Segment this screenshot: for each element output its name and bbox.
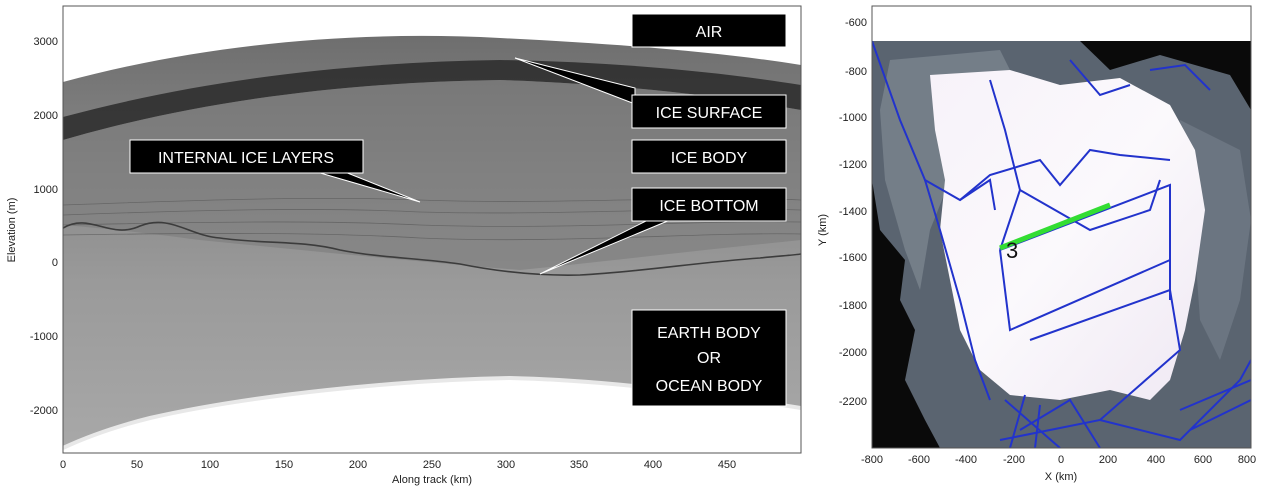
x-tick-label: 0 (60, 459, 66, 471)
map-x-tick-label: 400 (1147, 454, 1165, 466)
map-x-tick-label: -200 (1003, 454, 1025, 466)
x-tick-label: 250 (423, 459, 441, 471)
radargram-x-axis-label: Along track (km) (392, 474, 472, 486)
label-earth-ocean: EARTH BODY OR OCEAN BODY (631, 309, 787, 407)
map-y-ticks: -600 -800 -1000 -1200 -1400 -1600 -1800 … (839, 17, 867, 408)
map-x-tick-label: -600 (908, 454, 930, 466)
ice-bottom-line (63, 221, 801, 276)
highlighted-track-segment (999, 202, 1111, 251)
label-internal-layers-text: INTERNAL ICE LAYERS (158, 150, 334, 167)
map-x-tick-label: 200 (1099, 454, 1117, 466)
x-tick-label: 150 (275, 459, 293, 471)
map-y-tick-label: -1000 (839, 112, 867, 124)
label-air: AIR (631, 13, 787, 48)
map-y-tick-label: -600 (845, 17, 867, 29)
ice-surface-band (63, 60, 801, 140)
label-ice-body-text: ICE BODY (671, 150, 748, 167)
label-earth-line1: EARTH BODY (657, 325, 761, 342)
label-ice-bottom: ICE BOTTOM (631, 187, 787, 222)
label-internal-layers: INTERNAL ICE LAYERS (129, 139, 364, 174)
x-tick-label: 100 (201, 459, 219, 471)
map-x-axis-label: X (km) (1045, 471, 1077, 483)
map-frame (871, 5, 1252, 449)
map-y-tick-label: -2200 (839, 396, 867, 408)
map-ice-sheet (930, 70, 1205, 400)
ice-body-zone (63, 80, 801, 270)
x-tick-label: 300 (497, 459, 515, 471)
map-y-tick-label: -2000 (839, 347, 867, 359)
map-x-tick-label: 0 (1058, 454, 1064, 466)
y-tick-label: 2000 (34, 110, 58, 122)
radargram-x-ticks: 0 50 100 150 200 250 300 350 400 450 (60, 459, 736, 471)
label-air-text: AIR (696, 24, 723, 41)
label-ice-surface: ICE SURFACE (631, 94, 787, 129)
y-tick-label: 3000 (34, 36, 58, 48)
x-tick-label: 350 (570, 459, 588, 471)
x-tick-label: 450 (718, 459, 736, 471)
map-x-tick-label: -800 (861, 454, 883, 466)
radargram-y-ticks: 3000 2000 1000 0 -1000 -2000 (30, 36, 58, 417)
segment-marker: 3 (1006, 238, 1018, 263)
radargram-y-axis-label: Elevation (m) (6, 198, 18, 263)
y-tick-label: -2000 (30, 405, 58, 417)
map-x-tick-label: 600 (1194, 454, 1212, 466)
map-x-ticks: -800 -600 -400 -200 0 200 400 600 800 (861, 454, 1256, 466)
label-earth-line2: OR (697, 350, 721, 367)
label-earth-line3: OCEAN BODY (656, 378, 763, 395)
map-y-tick-label: -1200 (839, 159, 867, 171)
map-x-tick-label: 800 (1238, 454, 1256, 466)
map-panel: 3 -600 -800 -1000 -1200 -1400 -1600 -180… (817, 5, 1256, 483)
label-ice-surface-text: ICE SURFACE (656, 105, 763, 122)
x-tick-label: 400 (644, 459, 662, 471)
map-y-tick-label: -1800 (839, 300, 867, 312)
x-tick-label: 50 (131, 459, 143, 471)
y-tick-label: -1000 (30, 331, 58, 343)
label-ice-body: ICE BODY (631, 139, 787, 174)
radargram-panel: 3000 2000 1000 0 -1000 -2000 0 50 100 15… (6, 5, 802, 486)
flight-tracks (872, 41, 1251, 448)
radargram-frame (62, 5, 802, 454)
map-x-tick-label: -400 (955, 454, 977, 466)
map-y-axis-label: Y (km) (817, 214, 829, 246)
map-y-tick-label: -1600 (839, 252, 867, 264)
y-tick-label: 1000 (34, 184, 58, 196)
label-ice-bottom-text: ICE BOTTOM (659, 198, 758, 215)
x-tick-label: 200 (349, 459, 367, 471)
map-y-tick-label: -1400 (839, 206, 867, 218)
map-y-tick-label: -800 (845, 66, 867, 78)
y-tick-label: 0 (52, 257, 58, 269)
